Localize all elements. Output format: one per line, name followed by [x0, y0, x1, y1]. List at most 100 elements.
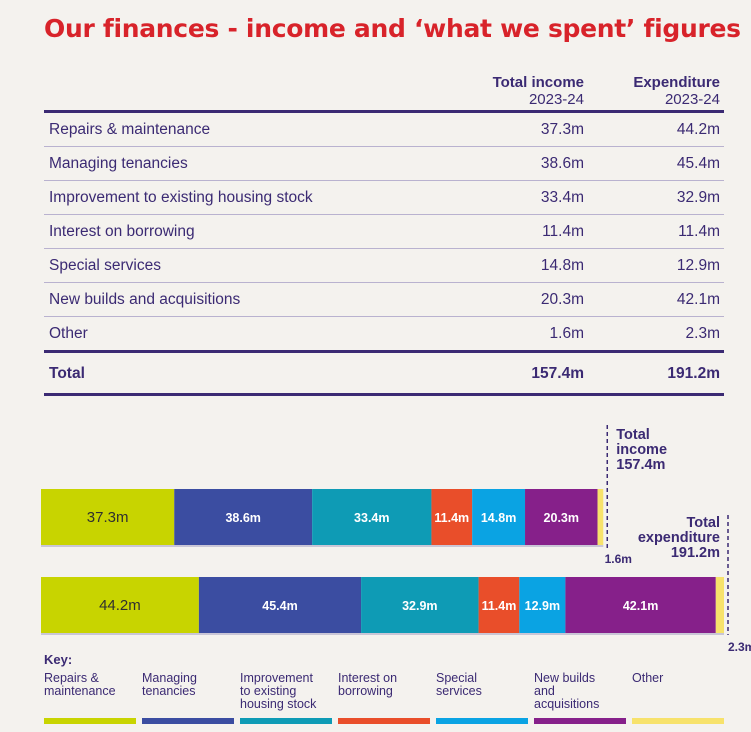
row-expenditure: 11.4m: [678, 223, 720, 240]
bar-value-label: 32.9m: [402, 599, 437, 613]
key-label: Improvement to existing housing stock: [240, 671, 317, 711]
expenditure-header-year: 2023-24: [664, 91, 720, 108]
row-income: 33.4m: [540, 189, 584, 206]
key-item-interest: Interest on borrowing: [338, 671, 430, 724]
bar-value-label: 38.6m: [225, 511, 260, 525]
table-row: Managing tenancies 38.6m 45.4m: [44, 147, 724, 181]
bar-segment: [41, 577, 199, 633]
other-value-label: 1.6m: [605, 552, 632, 566]
key-title: Key:: [44, 652, 73, 667]
bar-value-label: 20.3m: [544, 511, 579, 525]
page-title: Our finances - income and ‘what we spent…: [44, 14, 741, 43]
bar-baseline: [41, 633, 724, 635]
table-row: New builds and acquisitions 20.3m 42.1m: [44, 283, 724, 317]
table-total-row: Total 157.4m 191.2m: [44, 353, 724, 396]
table-row: Special services 14.8m 12.9m: [44, 249, 724, 283]
income-header-title: Total income: [492, 74, 584, 91]
bar-value-label: 42.1m: [623, 599, 658, 613]
row-income: 37.3m: [540, 121, 584, 138]
bar-segment: [478, 577, 520, 633]
bar-segment: [565, 577, 716, 633]
key-label: Special services: [436, 671, 482, 698]
row-label: Other: [49, 325, 88, 342]
bar-segment: [715, 577, 724, 633]
total-income: 157.4m: [531, 365, 584, 382]
row-expenditure: 32.9m: [676, 189, 720, 206]
row-label: Managing tenancies: [49, 155, 188, 172]
bar-value-label: 11.4m: [482, 599, 517, 613]
key-item-managing: Managing tenancies: [142, 671, 234, 724]
total-annotation-label: Total: [686, 515, 720, 531]
key-swatch: [240, 718, 332, 724]
key-item-special: Special services: [436, 671, 528, 724]
bar-segment: [198, 577, 362, 633]
key-swatch: [44, 718, 136, 724]
total-annotation-label: 157.4m: [616, 457, 665, 473]
row-income: 11.4m: [542, 223, 584, 240]
bar-segment: [174, 489, 313, 545]
total-annotation-label: income: [616, 442, 667, 458]
row-expenditure: 42.1m: [676, 291, 720, 308]
key-item-repairs: Repairs & maintenance: [44, 671, 136, 724]
income-header-year: 2023-24: [528, 91, 584, 108]
total-expenditure: 191.2m: [667, 365, 720, 382]
bar-segment: [312, 489, 432, 545]
chart-key: Repairs & maintenance Managing tenancies…: [44, 672, 726, 730]
table-row: Improvement to existing housing stock 33…: [44, 181, 724, 215]
key-item-newbuilds: New builds and acquisitions: [534, 671, 626, 724]
key-item-improvement: Improvement to existing housing stock: [240, 671, 332, 724]
key-label: Managing tenancies: [142, 671, 197, 698]
key-label: New builds and acquisitions: [534, 671, 600, 711]
row-income: 38.6m: [540, 155, 584, 172]
key-label: Other: [632, 671, 664, 685]
bar-segment: [525, 489, 598, 545]
row-income: 20.3m: [540, 291, 584, 308]
key-label: Interest on borrowing: [338, 671, 398, 698]
row-label: Special services: [49, 257, 161, 274]
bar-value-label: 33.4m: [354, 511, 389, 525]
row-expenditure: 45.4m: [676, 155, 720, 172]
row-label: Repairs & maintenance: [49, 121, 211, 138]
key-swatch: [142, 718, 234, 724]
key-swatch: [534, 718, 626, 724]
key-swatch: [338, 718, 430, 724]
bar-segment: [597, 489, 604, 545]
bar-value-label: 12.9m: [525, 599, 560, 613]
key-swatch: [436, 718, 528, 724]
bar-value-label: 44.2m: [99, 597, 141, 614]
row-label: Interest on borrowing: [49, 223, 195, 240]
bar-segment: [431, 489, 473, 545]
row-income: 1.6m: [549, 325, 584, 342]
bar-value-label: 45.4m: [262, 599, 297, 613]
total-annotation-label: expenditure: [638, 530, 720, 546]
table-row: Interest on borrowing 11.4m 11.4m: [44, 215, 724, 249]
expenditure-header-title: Expenditure: [633, 74, 720, 91]
key-item-other: Other: [632, 671, 724, 724]
total-label: Total: [49, 365, 85, 382]
total-annotation-label: 191.2m: [671, 545, 720, 561]
key-swatch: [632, 718, 724, 724]
row-expenditure: 2.3m: [685, 325, 720, 342]
stacked-bar-chart: 37.3m 38.6m 33.4m 11.4m 14.8m 20.3m1.6mTotali…: [41, 425, 751, 654]
total-annotation-label: Total: [616, 427, 650, 443]
bar-segment: [41, 489, 175, 545]
row-label: Improvement to existing housing stock: [49, 189, 313, 206]
row-income: 14.8m: [540, 257, 584, 274]
key-label: Repairs & maintenance: [44, 671, 116, 698]
bar-baseline: [41, 545, 604, 547]
table-row: Other 1.6m 2.3m: [44, 317, 724, 353]
income-column-header: Total income 2023-24: [493, 74, 584, 108]
bar-value-label: 14.8m: [481, 511, 516, 525]
row-expenditure: 12.9m: [676, 257, 720, 274]
row-expenditure: 44.2m: [676, 121, 720, 138]
bar-value-label: 11.4m: [434, 511, 469, 525]
bar-segment: [519, 577, 566, 633]
table-header: Total income 2023-24 Expenditure 2023-24: [44, 72, 724, 113]
bar-segment: [361, 577, 479, 633]
other-value-label: 2.3m: [728, 640, 751, 654]
row-label: New builds and acquisitions: [49, 291, 241, 308]
bar-segment: [472, 489, 526, 545]
table-row: Repairs & maintenance 37.3m 44.2m: [44, 113, 724, 147]
bar-value-label: 37.3m: [87, 509, 129, 526]
finance-table: Total income 2023-24 Expenditure 2023-24…: [44, 72, 724, 396]
